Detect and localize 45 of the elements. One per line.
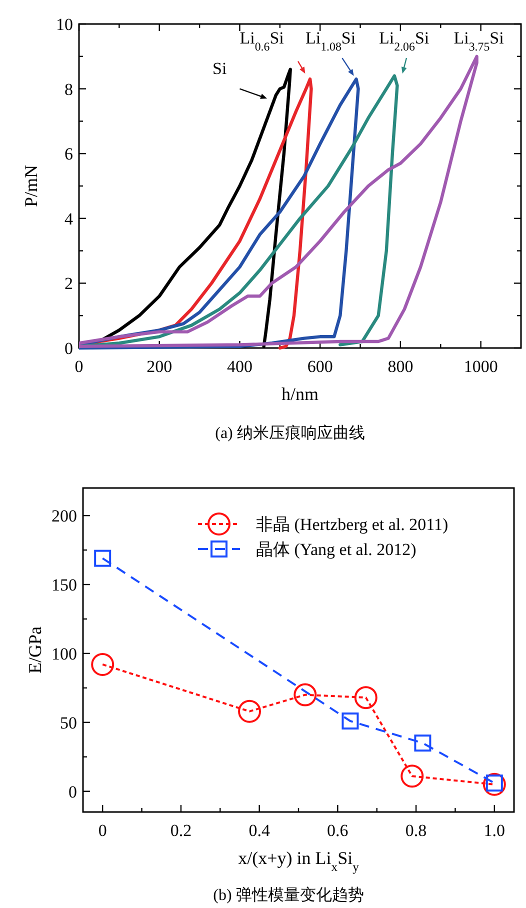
x-tick-label: 0.2 xyxy=(170,821,192,840)
y-axis-title: E/GPa xyxy=(25,626,45,674)
y-tick-label: 200 xyxy=(52,506,77,526)
legend-label: 晶体 (Yang et al. 2012) xyxy=(256,540,416,559)
point xyxy=(482,772,506,796)
point xyxy=(294,683,317,706)
annotation: Li$_{2.06}$Si xyxy=(379,28,430,54)
annotation: Si xyxy=(212,59,227,78)
x-tick-label: 0 xyxy=(98,821,107,840)
y-tick-label: 0 xyxy=(68,782,77,802)
point xyxy=(400,764,424,788)
point xyxy=(238,700,262,723)
y-tick-label: 100 xyxy=(52,644,77,664)
point xyxy=(414,734,432,752)
text: (b) 弹性模量变化趋势 xyxy=(213,886,364,904)
y-tick-label: 8 xyxy=(64,80,73,99)
x-tick-label: 1000 xyxy=(464,357,498,376)
line-series xyxy=(79,54,478,348)
y-tick-label: 4 xyxy=(64,209,74,228)
x-tick-label: 0.4 xyxy=(248,821,270,840)
x-tick-label: 1.0 xyxy=(484,821,506,840)
y-tick-label: 6 xyxy=(64,144,73,164)
annotation: Li$_{1.08}$Si xyxy=(305,28,356,54)
x-tick-label: 200 xyxy=(146,357,172,376)
y-tick-label: 150 xyxy=(52,576,77,595)
x-tick-label: 0.8 xyxy=(405,821,427,840)
x-tick-label: 400 xyxy=(226,357,252,376)
y-tick-label: 2 xyxy=(64,274,73,294)
legend-label: 非晶 (Hertzberg et al. 2011) xyxy=(256,515,448,534)
x-axis-title: x/(x+y) in Li$_{x}$Si$_{y}$ xyxy=(238,848,360,874)
point xyxy=(91,652,114,676)
x-tick-label: 800 xyxy=(388,357,414,376)
y-axis-title: P/mN xyxy=(21,164,41,208)
x-tick-label: 600 xyxy=(307,357,333,376)
annotation: Li$_{0.6}$Si xyxy=(240,28,284,54)
text: (a) 纳米压痕响应曲线 xyxy=(215,424,365,442)
y-tick-label: 50 xyxy=(60,713,77,732)
x-tick-label: 0.6 xyxy=(327,821,348,840)
y-tick-label: 0 xyxy=(64,339,73,358)
x-axis-title: h/nm xyxy=(281,384,319,404)
point xyxy=(342,712,359,730)
point xyxy=(354,686,378,710)
y-tick-label: 10 xyxy=(56,15,73,34)
annotation: Li$_{3.75}$Si xyxy=(454,28,504,54)
point xyxy=(94,550,112,567)
